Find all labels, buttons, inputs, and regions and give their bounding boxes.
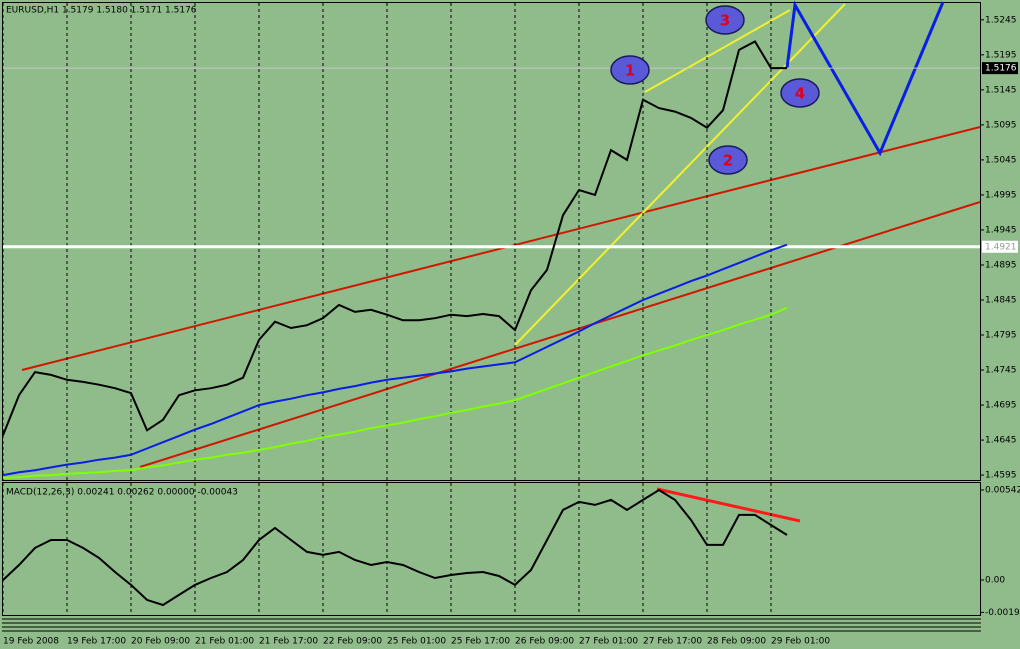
y-tick-label: 1.5095 (985, 120, 1017, 130)
y-tick-label: 1.4645 (985, 436, 1017, 446)
y-tick-label: 1.5145 (985, 85, 1017, 95)
y-tick-label: 1.4695 (985, 401, 1017, 411)
x-tick-label: 29 Feb 01:00 (771, 637, 830, 647)
price-tag (982, 240, 1018, 253)
divergence-line (656, 487, 801, 523)
x-tick-label: 21 Feb 01:00 (195, 637, 254, 647)
y-tick-label: 1.4845 (985, 295, 1017, 305)
wave-label: 4 (795, 85, 805, 103)
y-tick-label: 1.4595 (985, 471, 1017, 481)
indicator-title: MACD(12,26,3) 0.00241 0.00262 0.00000 -0… (6, 488, 238, 498)
x-tick-label: 27 Feb 17:00 (643, 637, 702, 647)
x-tick-label: 21 Feb 17:00 (259, 637, 318, 647)
y-tick-label: 1.4795 (985, 331, 1017, 341)
y-tick-label: 1.4945 (985, 225, 1017, 235)
trend-line (644, 9, 791, 93)
wave-label: 1 (625, 62, 635, 80)
price-tag (982, 62, 1018, 75)
wave-marker (705, 5, 745, 35)
x-tick-label: 27 Feb 01:00 (579, 637, 638, 647)
y-tick-label: 1.4745 (985, 366, 1017, 376)
price-tag-label: 1.5176 (985, 64, 1017, 74)
trend-line (514, 3, 846, 346)
chart-title: EURUSD,H1 1.5179 1.5180 1.5171 1.5176 (6, 6, 197, 16)
x-tick-label: 26 Feb 09:00 (515, 637, 574, 647)
y-tick-label: 1.4995 (985, 190, 1017, 200)
x-tick-label: 28 Feb 09:00 (707, 637, 766, 647)
y-tick-label: 1.4895 (985, 260, 1017, 270)
price-tag-label: 1.4921 (985, 242, 1017, 252)
y-tick-label: 1.5045 (985, 155, 1017, 165)
series-line (2, 306, 788, 479)
wave-marker (708, 145, 748, 175)
x-tick-label: 22 Feb 09:00 (323, 637, 382, 647)
wave-label: 2 (723, 152, 733, 170)
trend-line (21, 126, 981, 371)
x-tick-label: 20 Feb 09:00 (131, 637, 190, 647)
series-line (2, 243, 788, 477)
main-frame (2, 2, 981, 481)
x-tick-label: 19 Feb 17:00 (67, 637, 126, 647)
y-tick-label: -0.00195 (985, 608, 1020, 618)
wave-projection (785, 0, 945, 157)
wave-marker (780, 78, 820, 108)
wave-label: 3 (720, 12, 730, 30)
x-tick-label: 19 Feb 2008 (3, 637, 59, 647)
y-tick-label: 1.5245 (985, 15, 1017, 25)
x-tick-label: 25 Feb 01:00 (387, 637, 446, 647)
y-tick-label: 0.00 (985, 575, 1005, 585)
x-tick-label: 25 Feb 17:00 (451, 637, 510, 647)
wave-marker (610, 55, 650, 85)
y-tick-label: 0.00542 (985, 485, 1020, 495)
series-line (2, 488, 788, 607)
y-tick-label: 1.5195 (985, 50, 1017, 60)
series-line (2, 40, 787, 436)
